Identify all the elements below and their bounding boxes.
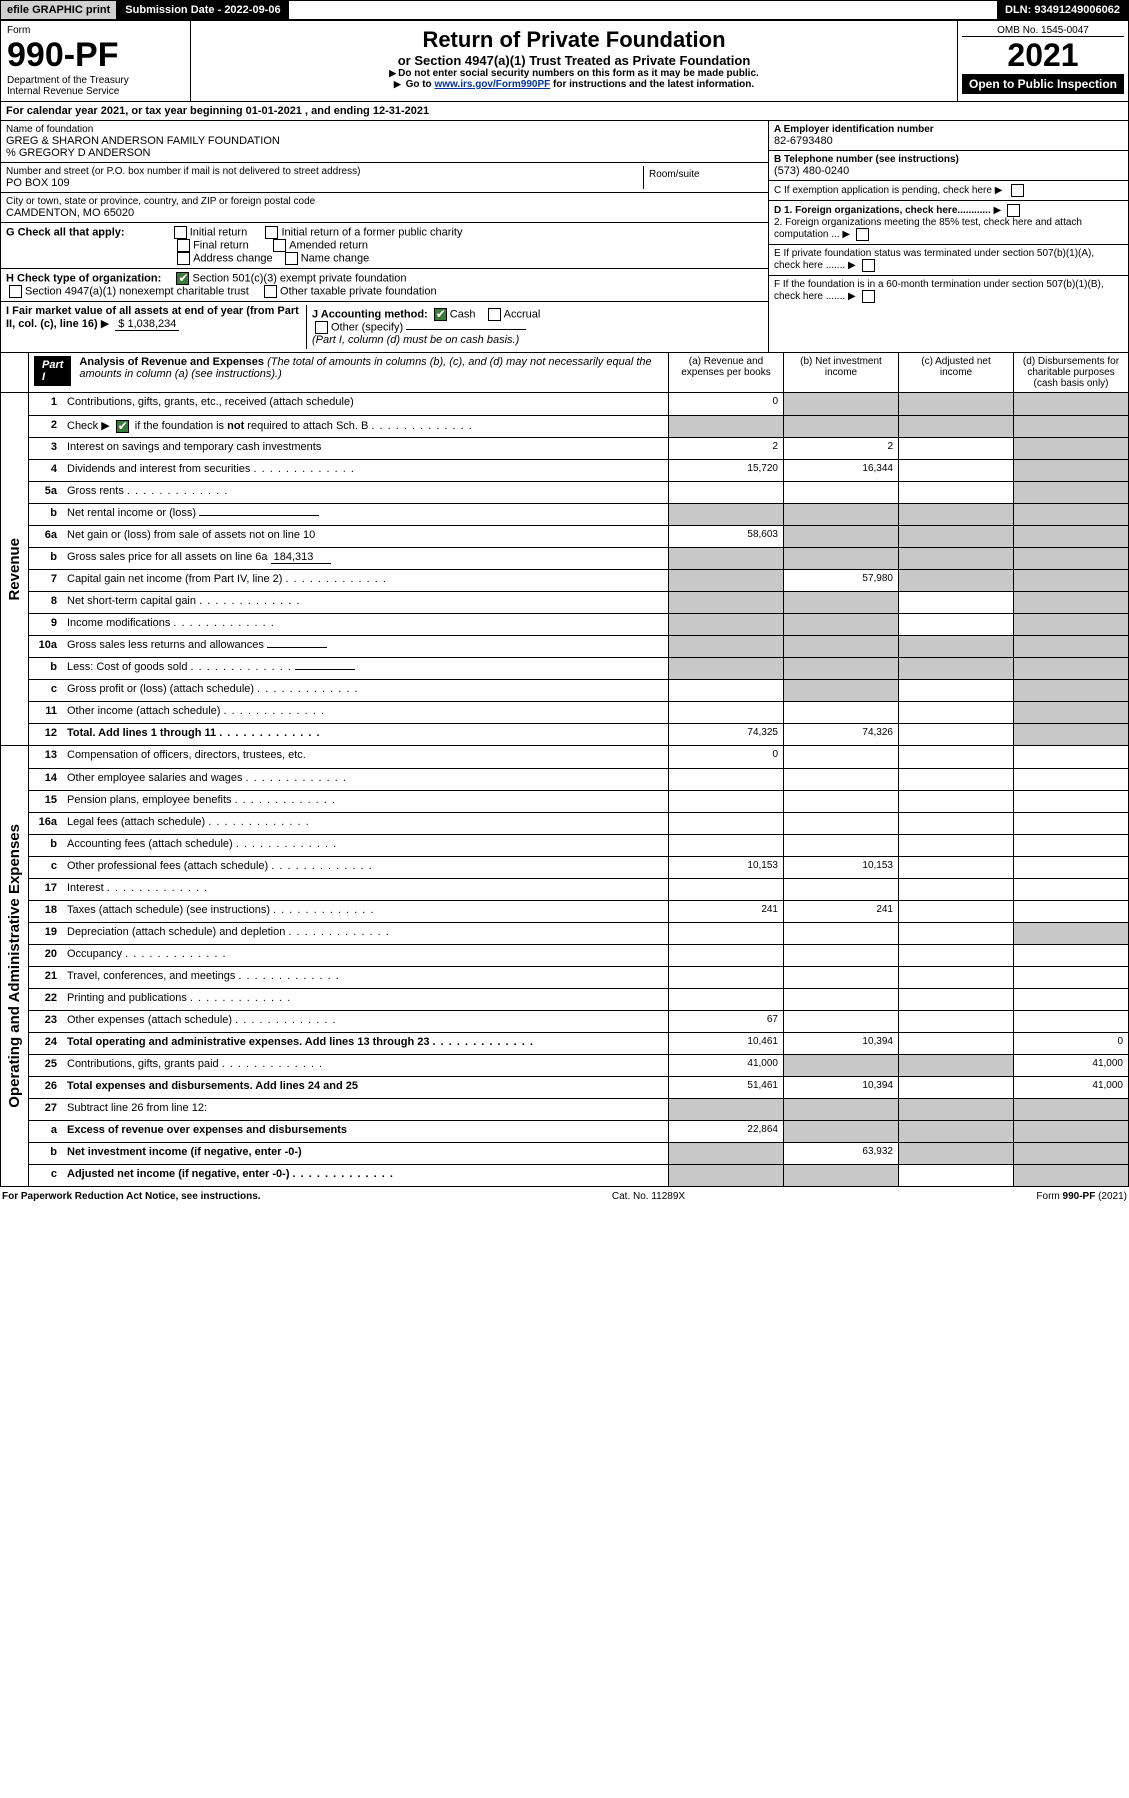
col-c-header: (c) Adjusted net income bbox=[898, 353, 1013, 392]
footer-mid: Cat. No. 11289X bbox=[261, 1191, 1037, 1202]
form-note1: Do not enter social security numbers on … bbox=[197, 68, 951, 79]
arrow-icon bbox=[848, 260, 859, 271]
checkbox-e[interactable] bbox=[862, 259, 875, 272]
footer-left: For Paperwork Reduction Act Notice, see … bbox=[2, 1191, 261, 1202]
dln: DLN: 93491249006062 bbox=[997, 1, 1128, 19]
omb: OMB No. 1545-0047 bbox=[962, 25, 1124, 37]
arrow-icon bbox=[394, 79, 403, 90]
cal-mid: , and ending bbox=[305, 105, 373, 117]
footer: For Paperwork Reduction Act Notice, see … bbox=[0, 1187, 1129, 1206]
checkbox-d1[interactable] bbox=[1007, 204, 1020, 217]
i-value: $ 1,038,234 bbox=[115, 318, 179, 331]
section-g: G Check all that apply: Initial return I… bbox=[1, 223, 768, 269]
checkbox-cash[interactable] bbox=[434, 308, 447, 321]
section-e: E If private foundation status was termi… bbox=[769, 245, 1128, 276]
arrow-icon bbox=[995, 185, 1006, 196]
tax-year: 2021 bbox=[962, 37, 1124, 74]
form-subtitle: or Section 4947(a)(1) Trust Treated as P… bbox=[197, 53, 951, 68]
section-h: H Check type of organization: Section 50… bbox=[1, 269, 768, 302]
arrow-icon bbox=[848, 291, 859, 302]
foundation-name: GREG & SHARON ANDERSON FAMILY FOUNDATION bbox=[6, 135, 763, 147]
part1-header: Part I Analysis of Revenue and Expenses … bbox=[0, 353, 1129, 393]
city: CAMDENTON, MO 65020 bbox=[6, 207, 763, 219]
cal-end: 12-31-2021 bbox=[373, 105, 429, 117]
checkbox-address-change[interactable] bbox=[177, 252, 190, 265]
checkbox-d2[interactable] bbox=[856, 228, 869, 241]
g-label: G Check all that apply: bbox=[6, 226, 125, 238]
h-label: H Check type of organization: bbox=[6, 272, 161, 284]
phone-label: B Telephone number (see instructions) bbox=[774, 154, 1123, 165]
checkbox-other-taxable[interactable] bbox=[264, 285, 277, 298]
checkbox-4947[interactable] bbox=[9, 285, 22, 298]
city-label: City or town, state or province, country… bbox=[6, 196, 763, 207]
opex-sidelabel: Operating and Administrative Expenses bbox=[6, 824, 23, 1108]
foundation-name-label: Name of foundation bbox=[6, 124, 763, 135]
checkbox-initial-return[interactable] bbox=[174, 226, 187, 239]
note2-pre: Go to bbox=[406, 79, 435, 90]
footer-right: Form 990-PF (2021) bbox=[1036, 1191, 1127, 1202]
checkbox-f[interactable] bbox=[862, 290, 875, 303]
arrow-icon bbox=[101, 318, 112, 330]
cal-pre: For calendar year 2021, or tax year begi… bbox=[6, 105, 246, 117]
j-label: J Accounting method: bbox=[312, 308, 428, 320]
phone: (573) 480-0240 bbox=[774, 165, 1123, 177]
submission-date: Submission Date - 2022-09-06 bbox=[117, 1, 288, 19]
form-link[interactable]: www.irs.gov/Form990PF bbox=[434, 79, 550, 90]
checkbox-c[interactable] bbox=[1011, 184, 1024, 197]
dept-label: Department of the Treasury bbox=[7, 75, 184, 86]
calendar-year-row: For calendar year 2021, or tax year begi… bbox=[0, 102, 1129, 121]
arrow-icon bbox=[101, 420, 112, 432]
col-b-header: (b) Net investment income bbox=[783, 353, 898, 392]
ein-label: A Employer identification number bbox=[774, 124, 1123, 135]
expenses-table: Operating and Administrative Expenses 13… bbox=[0, 746, 1129, 1187]
part-title: Analysis of Revenue and Expenses bbox=[79, 356, 264, 368]
street-label: Number and street (or P.O. box number if… bbox=[6, 166, 643, 177]
open-inspection: Open to Public Inspection bbox=[962, 74, 1124, 94]
section-ij: I Fair market value of all assets at end… bbox=[1, 302, 768, 352]
j-note: (Part I, column (d) must be on cash basi… bbox=[312, 334, 519, 346]
cal-begin: 01-01-2021 bbox=[246, 105, 302, 117]
checkbox-initial-former[interactable] bbox=[265, 226, 278, 239]
checkbox-accrual[interactable] bbox=[488, 308, 501, 321]
arrow-icon bbox=[842, 229, 853, 240]
street: PO BOX 109 bbox=[6, 177, 643, 189]
ein: 82-6793480 bbox=[774, 135, 1123, 147]
efile-label: efile GRAPHIC print bbox=[1, 1, 117, 19]
checkbox-name-change[interactable] bbox=[285, 252, 298, 265]
form-number: 990-PF bbox=[7, 36, 184, 75]
checkbox-other-method[interactable] bbox=[315, 321, 328, 334]
arrow-icon bbox=[994, 205, 1005, 216]
revenue-table: Revenue 1Contributions, gifts, grants, e… bbox=[0, 393, 1129, 746]
form-header: Form 990-PF Department of the Treasury I… bbox=[0, 20, 1129, 102]
section-f: F If the foundation is in a 60-month ter… bbox=[769, 276, 1128, 306]
other-method-input[interactable] bbox=[406, 329, 526, 330]
checkbox-final-return[interactable] bbox=[177, 239, 190, 252]
form-title: Return of Private Foundation bbox=[197, 27, 951, 53]
irs-label: Internal Revenue Service bbox=[7, 86, 184, 97]
checkbox-501c3[interactable] bbox=[176, 272, 189, 285]
col-a-header: (a) Revenue and expenses per books bbox=[668, 353, 783, 392]
section-c: C If exemption application is pending, c… bbox=[769, 181, 1128, 201]
note2-post: for instructions and the latest informat… bbox=[553, 79, 754, 90]
care-of: % GREGORY D ANDERSON bbox=[6, 147, 763, 159]
room-label: Room/suite bbox=[649, 169, 758, 180]
section-d: D 1. Foreign organizations, check here..… bbox=[769, 201, 1128, 245]
checkbox-sch-b[interactable] bbox=[116, 420, 129, 433]
top-bar: efile GRAPHIC print Submission Date - 20… bbox=[0, 0, 1129, 20]
checkbox-amended[interactable] bbox=[273, 239, 286, 252]
part-label: Part I bbox=[34, 356, 71, 386]
form-word: Form bbox=[7, 25, 184, 36]
revenue-sidelabel: Revenue bbox=[6, 538, 23, 601]
identity-block: Name of foundation GREG & SHARON ANDERSO… bbox=[0, 121, 1129, 353]
col-d-header: (d) Disbursements for charitable purpose… bbox=[1013, 353, 1128, 392]
